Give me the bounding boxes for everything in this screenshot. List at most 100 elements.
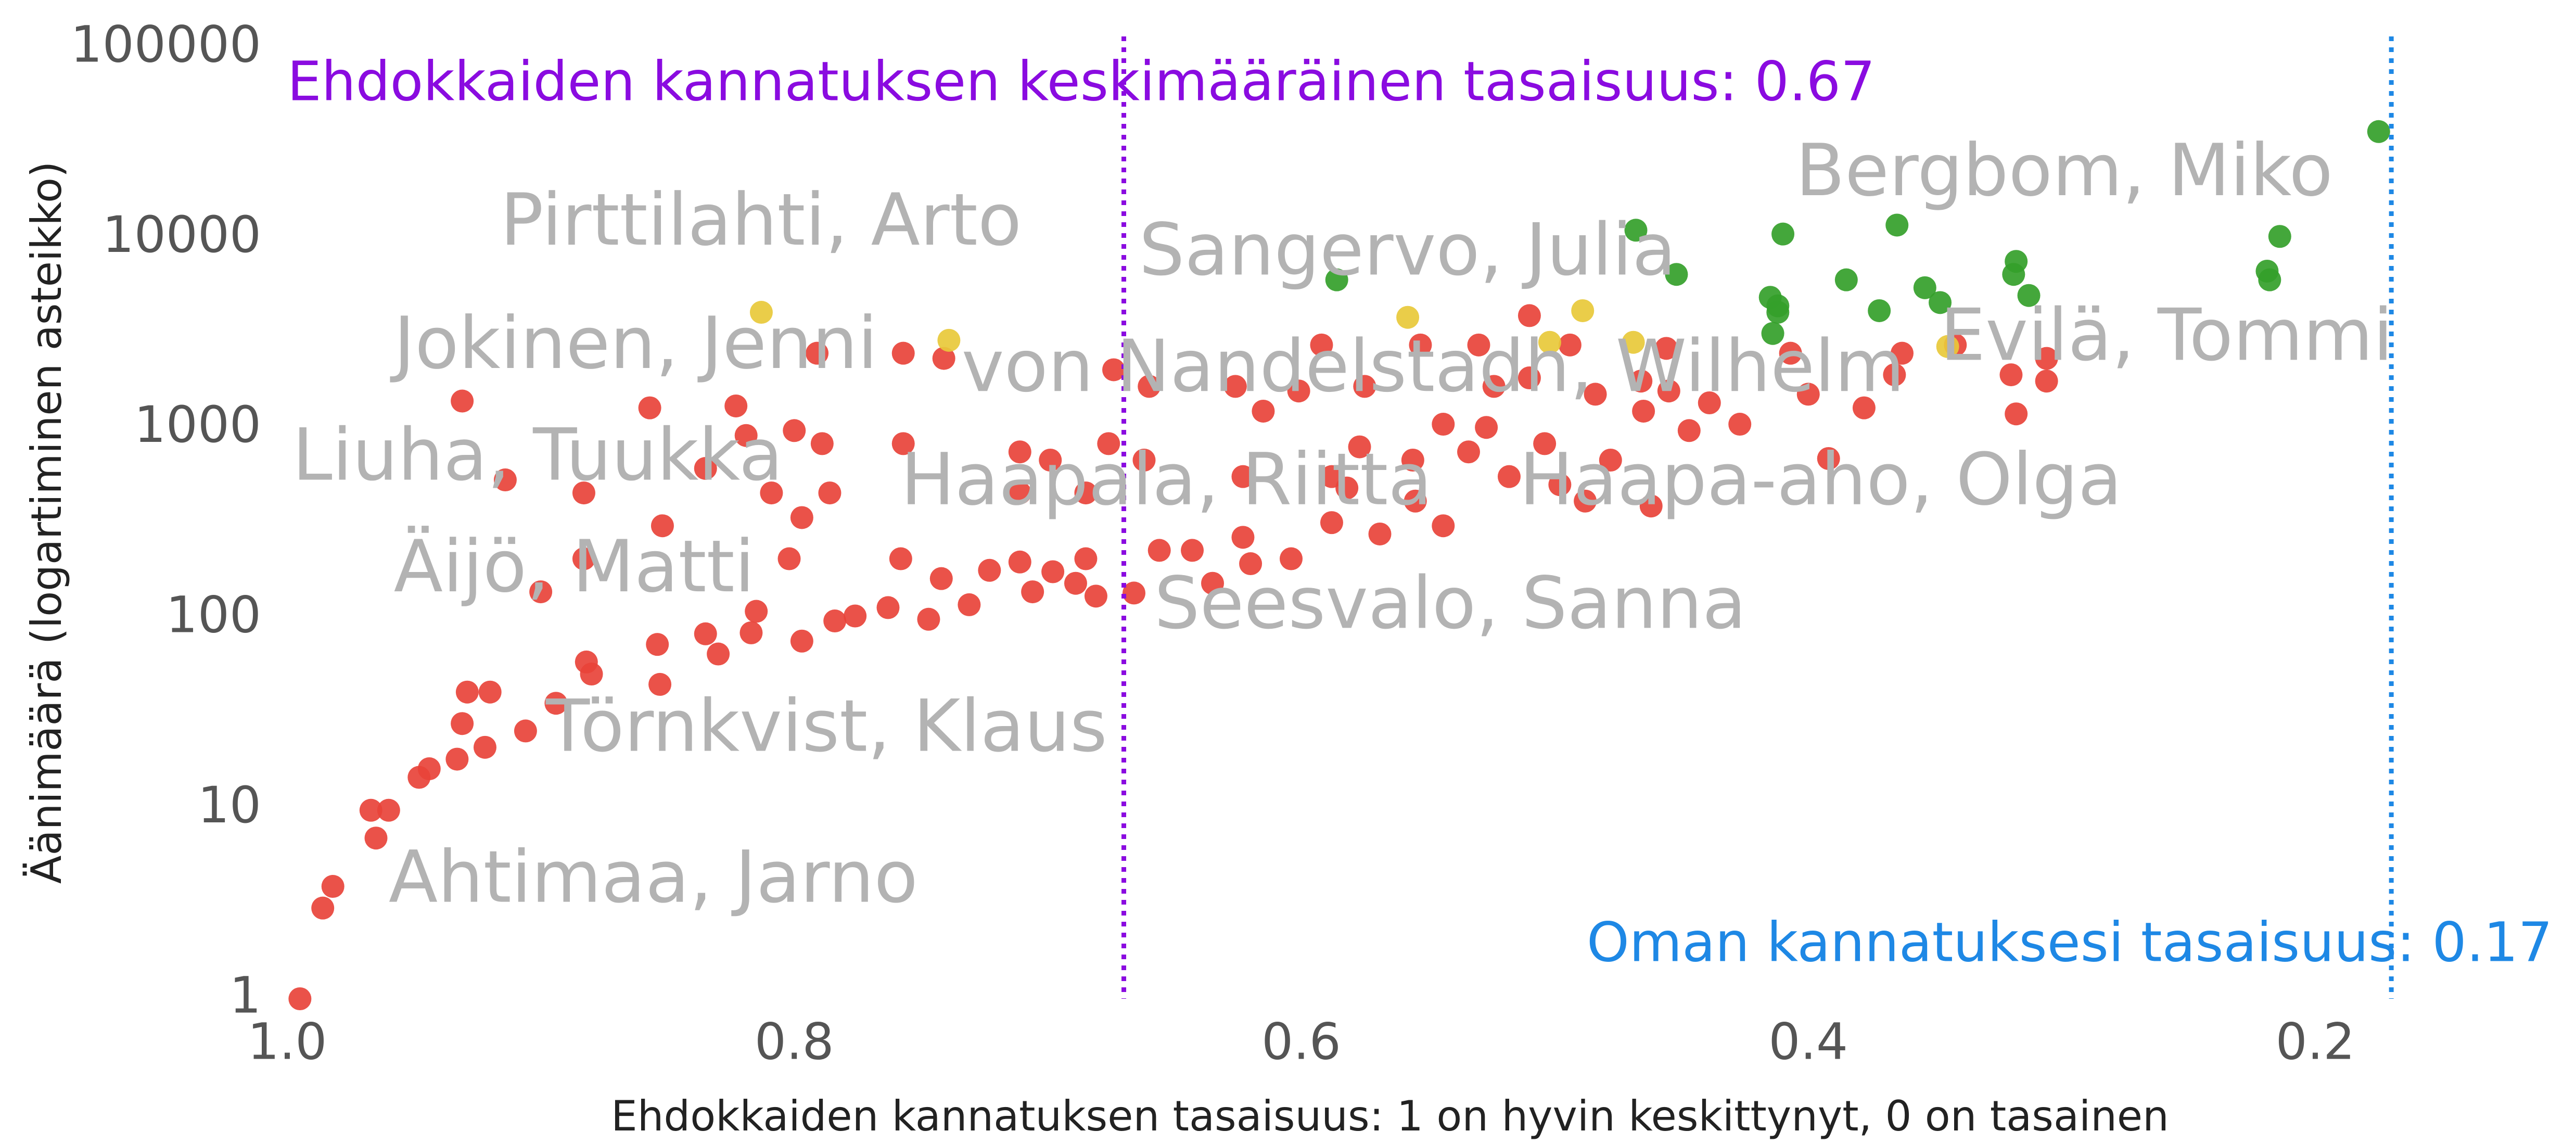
point: [818, 481, 841, 505]
y-tick-label: 1000: [134, 396, 261, 454]
point: [2258, 268, 2281, 291]
point: [932, 347, 955, 370]
point: [1558, 333, 1582, 357]
point: [1231, 465, 1255, 488]
point: [1396, 306, 1420, 329]
point: [810, 432, 834, 455]
point: [580, 663, 603, 686]
point: [572, 481, 595, 505]
point: [844, 604, 867, 628]
point: [1008, 550, 1031, 574]
candidate-label: Haapala, Riitta: [901, 438, 1432, 522]
point: [478, 680, 502, 704]
point: [1999, 363, 2023, 387]
point: [2035, 347, 2058, 370]
point: [891, 432, 915, 455]
point: [1913, 276, 1936, 299]
point: [1890, 341, 1914, 365]
candidate-label: Äijö, Matti: [394, 525, 755, 608]
point: [1039, 449, 1062, 472]
point: [876, 596, 900, 619]
candidate-label: Ahtimaa, Jarno: [389, 835, 918, 919]
point: [1632, 399, 1655, 423]
point: [1353, 375, 1376, 398]
point: [1368, 522, 1392, 545]
point: [1629, 370, 1653, 393]
point: [451, 389, 474, 413]
point: [1401, 449, 1424, 472]
point: [823, 609, 847, 633]
point: [1310, 333, 1333, 357]
point: [1231, 526, 1255, 549]
point: [2005, 402, 2028, 426]
point: [1622, 331, 1645, 354]
point: [1280, 547, 1303, 570]
point: [694, 622, 717, 645]
point: [1074, 547, 1098, 570]
y-axis-title: Äänimäärä (logartiminen asteikko): [22, 161, 71, 884]
point: [739, 621, 763, 644]
point: [1574, 489, 1597, 513]
y-tick-label: 10: [198, 776, 261, 834]
point: [1181, 539, 1204, 562]
candidate-label: Evilä, Tommi: [1940, 293, 2393, 377]
point: [1665, 263, 1688, 286]
y-tick-label: 10000: [103, 206, 261, 264]
point: [777, 547, 801, 570]
point: [1432, 413, 1455, 436]
point: [493, 468, 517, 492]
point: [1796, 383, 1820, 406]
point: [1475, 416, 1498, 439]
point: [1320, 511, 1343, 535]
point: [1201, 571, 1225, 595]
point: [790, 506, 813, 529]
point: [1584, 383, 1607, 406]
point: [1533, 432, 1557, 455]
point: [1147, 539, 1171, 562]
x-tick-label: 0.8: [755, 1012, 834, 1071]
point: [1624, 219, 1648, 242]
point: [1482, 375, 1506, 398]
point: [1138, 375, 1161, 398]
point: [1008, 440, 1031, 464]
point: [1239, 552, 1263, 576]
point: [707, 642, 730, 666]
candidate-label: Bergbom, Miko: [1795, 129, 2333, 212]
point: [364, 827, 388, 850]
point: [1599, 449, 1622, 472]
point: [891, 341, 915, 365]
point: [1698, 391, 1721, 415]
x-tick-label: 0.2: [2276, 1012, 2355, 1071]
point: [651, 514, 674, 538]
point: [1348, 435, 1371, 459]
point: [1432, 514, 1455, 538]
point: [734, 424, 758, 447]
point: [1779, 341, 1802, 365]
point: [1852, 396, 1876, 420]
point: [1761, 322, 1784, 345]
point: [1102, 358, 1126, 382]
point: [1771, 222, 1795, 246]
point: [1320, 465, 1343, 488]
point: [1571, 299, 1595, 322]
candidate-label: Pirttilahti, Arto: [500, 178, 1022, 262]
point: [2017, 284, 2041, 307]
point: [937, 328, 961, 352]
point: [1252, 399, 1275, 423]
candidate-label: Jokinen, Jenni: [390, 301, 878, 385]
point: [1074, 481, 1098, 505]
point: [638, 396, 661, 420]
point: [1868, 299, 1891, 322]
point: [1064, 571, 1087, 595]
point: [646, 633, 669, 656]
point: [1517, 304, 1541, 327]
point: [529, 580, 553, 604]
point: [1654, 337, 1678, 360]
point: [1123, 581, 1146, 605]
point: [1097, 432, 1120, 455]
point: [929, 567, 953, 590]
point: [1132, 449, 1156, 472]
point: [473, 735, 496, 759]
